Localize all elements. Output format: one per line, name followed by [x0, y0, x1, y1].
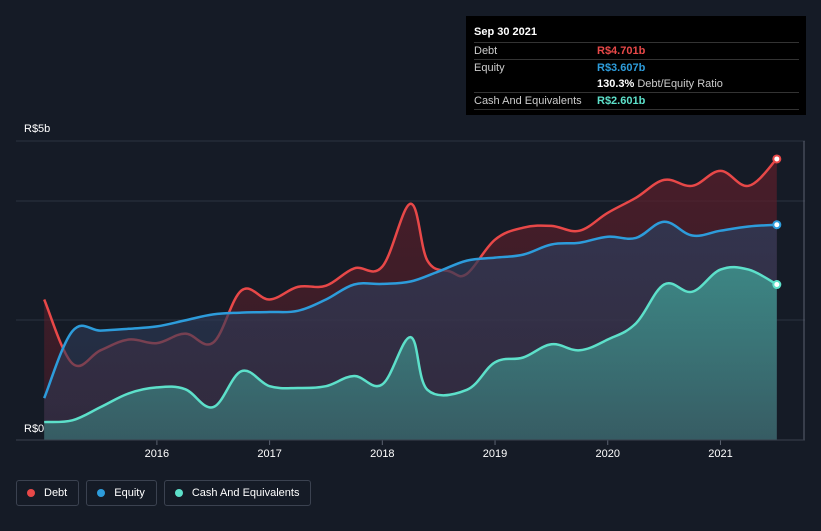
area-cash [44, 267, 777, 440]
legend-label-debt: Debt [44, 487, 68, 499]
legend-dot-equity-icon [97, 489, 106, 497]
tooltip-row-cash: Cash And Equivalents R$2.601b [474, 92, 799, 110]
tooltip-ratio-number: 130.3% [597, 78, 635, 90]
tooltip-row-debt: Debt R$4.701b [474, 42, 799, 59]
marker-cash [772, 280, 782, 290]
x-tick-label-2020: 2020 [596, 448, 620, 460]
tooltip-equity-value: R$3.607b [597, 62, 646, 74]
x-tick-label-2019: 2019 [483, 448, 507, 460]
marker-debt [772, 154, 782, 164]
legend-item-equity[interactable]: Equity [86, 480, 157, 506]
legend-item-debt[interactable]: Debt [16, 480, 80, 506]
tooltip-panel: Sep 30 2021 Debt R$4.701b Equity R$3.607… [466, 16, 806, 115]
chart-legend: Debt Equity Cash And Equivalents [16, 480, 318, 506]
marker-equity [772, 220, 782, 230]
tooltip-debt-label: Debt [474, 45, 498, 57]
tooltip-row-equity: Equity R$3.607b [474, 59, 799, 76]
tooltip-ratio-value: 130.3% Debt/Equity Ratio [597, 76, 723, 92]
x-tick-label-2021: 2021 [708, 448, 732, 460]
tooltip-row-ratio: 130.3% Debt/Equity Ratio [474, 76, 799, 92]
x-tick-label-2016: 2016 [145, 448, 169, 460]
tooltip-ratio-caption: Debt/Equity Ratio [637, 78, 723, 90]
line-cash [44, 265, 778, 424]
legend-label-cash: Cash And Equivalents [191, 487, 300, 499]
legend-dot-cash-icon [174, 489, 183, 497]
legend-label-equity: Equity [114, 487, 145, 499]
x-tick-label-2018: 2018 [370, 448, 394, 460]
line-equity [43, 220, 777, 399]
tooltip-date: Sep 30 2021 [474, 26, 537, 38]
x-tick-label-2017: 2017 [257, 448, 281, 460]
legend-dot-debt-icon [27, 489, 35, 497]
tooltip-ratio-label [474, 76, 597, 92]
tooltip-equity-label: Equity [474, 62, 505, 74]
y-axis-bottom-label: R$0 [24, 423, 44, 435]
legend-item-cash[interactable]: Cash And Equivalents [163, 480, 312, 506]
y-axis-top-label: R$5b [24, 123, 50, 135]
tooltip-cash-label: Cash And Equivalents [474, 95, 582, 107]
tooltip-cash-value: R$2.601b [597, 95, 646, 107]
tooltip-debt-value: R$4.701b [597, 45, 646, 57]
